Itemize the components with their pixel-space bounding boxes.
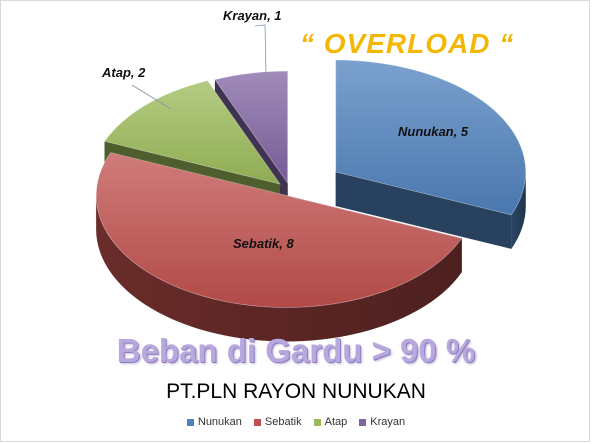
leader-line-krayan [254, 24, 267, 74]
legend-swatch [313, 418, 321, 426]
legend-item-sebatik: Sebatik [253, 416, 302, 428]
pie-slice-side-nunukan [510, 171, 527, 250]
legend-label: Nunukan [197, 416, 242, 428]
pie-slice-side-sebatik [95, 195, 463, 342]
legend-item-nunukan: Nunukan [186, 416, 242, 428]
chart-title: “ OVERLOAD “ [300, 28, 515, 59]
data-label-atap: Atap, 2 [101, 65, 146, 80]
data-label-nunukan: Nunukan, 5 [398, 124, 469, 139]
chart-caption: PT.PLN RAYON NUNUKAN [166, 380, 426, 403]
pie-slice-atap [103, 80, 282, 185]
legend-swatch [186, 418, 194, 426]
data-label-sebatik: Sebatik, 8 [233, 236, 294, 251]
pie-slice-sebatik [95, 152, 463, 308]
chart-subtitle: Beban di Gardu > 90 % [116, 332, 476, 369]
data-label-krayan: Krayan, 1 [223, 8, 282, 23]
legend-swatch [359, 418, 367, 426]
legend-label: Sebatik [264, 416, 302, 428]
leader-line-atap [131, 84, 172, 110]
legend-item-atap: Atap [313, 416, 348, 428]
legend-swatch [253, 418, 261, 426]
pie-data-labels: Nunukan, 5 Sebatik, 8 Atap, 2 Krayan, 1 [101, 8, 469, 251]
chart-legend: Nunukan Sebatik Atap Krayan [0, 416, 592, 428]
legend-label: Atap [324, 416, 348, 428]
pie-slice-krayan [214, 70, 289, 185]
legend-item-krayan: Krayan [359, 416, 405, 428]
pie-slice-nunukan [335, 59, 527, 216]
pie-slice-side-nunukan [335, 171, 512, 250]
legend-label: Krayan [370, 416, 406, 428]
pie-tops [95, 59, 527, 308]
